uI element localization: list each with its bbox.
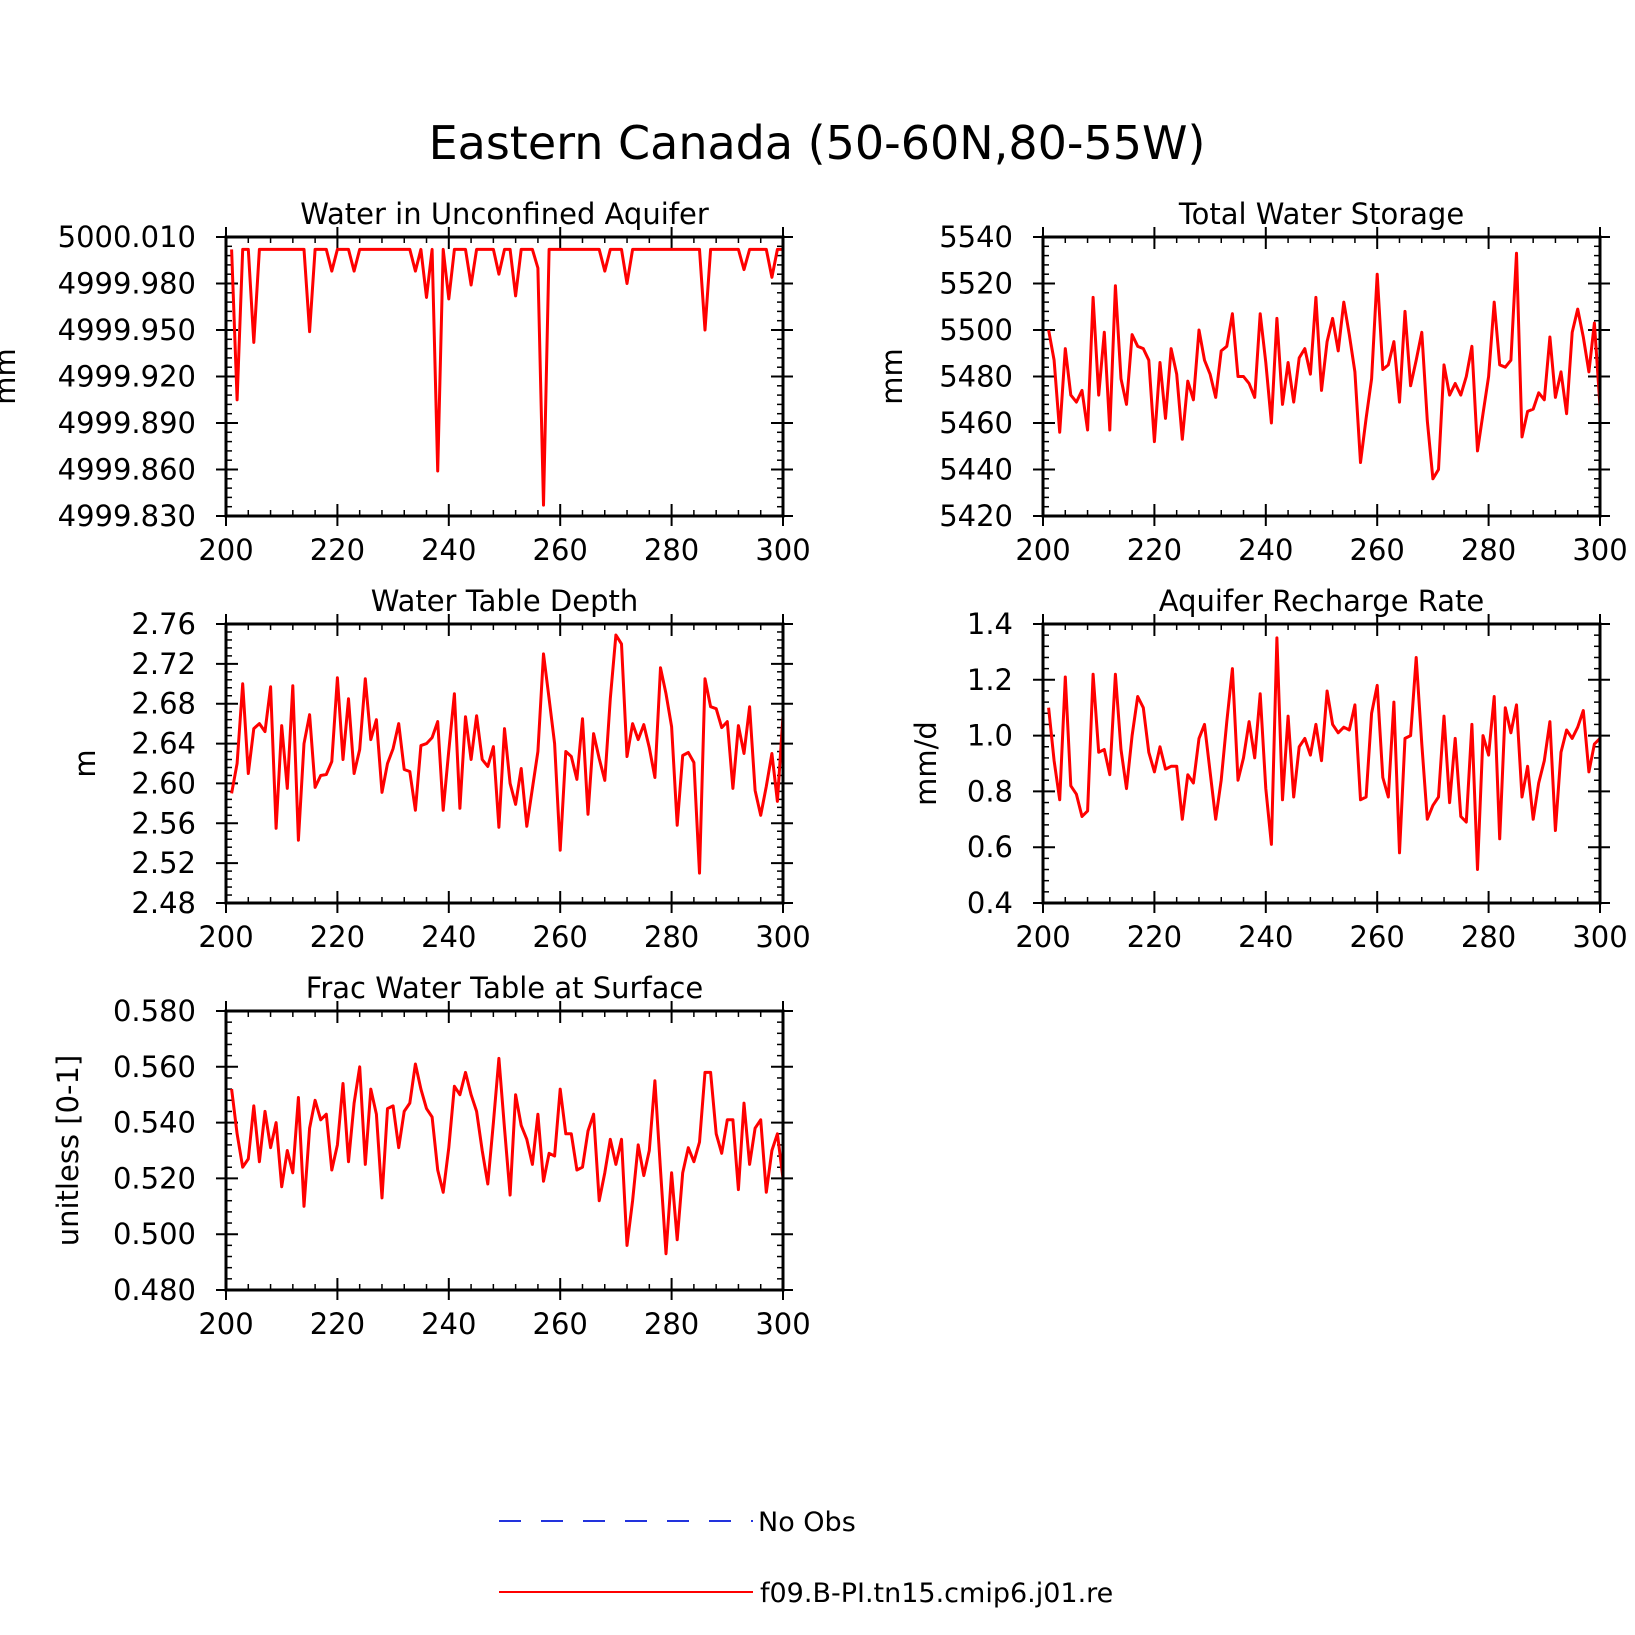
- x-tick-label: 300: [755, 920, 810, 954]
- x-tick-label: 200: [1015, 920, 1070, 954]
- y-tick-label: 2.72: [131, 647, 196, 681]
- x-tick-label: 240: [1238, 533, 1293, 567]
- x-tick-label: 260: [1350, 920, 1405, 954]
- series-line: [230, 1056, 785, 1256]
- figure-title: Eastern Canada (50-60N,80-55W): [429, 116, 1206, 170]
- x-tick-label: 300: [1572, 920, 1627, 954]
- panel-title: Aquifer Recharge Rate: [1159, 584, 1485, 618]
- x-tick-label: 280: [1461, 533, 1516, 567]
- panel-2: Total Water Storage mm 200 220 240 260 280 300 5…: [875, 197, 1628, 567]
- y-axis-label: m: [68, 749, 102, 777]
- panel-4: Aquifer Recharge Rate mm/d 200 220 240 260 280…: [909, 584, 1628, 954]
- legend: No Obs f09.B-PI.tn15.cmip6.j01.re: [499, 1507, 1113, 1609]
- series-line: [230, 247, 783, 507]
- x-tick-label: 200: [198, 920, 253, 954]
- x-tick-label: 200: [1015, 533, 1070, 567]
- x-tick-label: 300: [755, 1307, 810, 1341]
- legend-label-no-obs: No Obs: [758, 1507, 856, 1538]
- y-tick-label: 0.6: [967, 830, 1013, 864]
- y-tick-label: 5000.010: [58, 220, 196, 254]
- x-tick-label: 260: [533, 920, 588, 954]
- y-tick-label: 4999.920: [58, 360, 196, 394]
- x-tick-label: 220: [310, 920, 365, 954]
- panel-title: Total Water Storage: [1178, 197, 1464, 231]
- plot-frame: [224, 622, 785, 905]
- y-tick-label: 4999.890: [58, 406, 196, 440]
- y-tick-label: 2.68: [131, 687, 196, 721]
- x-tick-label: 200: [198, 533, 253, 567]
- y-axis-label: mm: [0, 348, 22, 405]
- y-tick-label: 0.8: [967, 774, 1013, 808]
- y-tick-label: 0.520: [113, 1161, 196, 1195]
- y-tick-label: 1.0: [967, 719, 1013, 753]
- panel-title: Water Table Depth: [371, 584, 639, 618]
- plot-frame: [224, 235, 785, 518]
- y-tick-label: 2.76: [131, 607, 196, 641]
- y-tick-label: 4999.860: [58, 453, 196, 487]
- x-tick-label: 220: [1127, 920, 1182, 954]
- x-tick-label: 200: [198, 1307, 253, 1341]
- series-line: [1047, 251, 1602, 481]
- x-tick-label: 300: [1572, 533, 1627, 567]
- y-tick-label: 0.580: [113, 994, 196, 1028]
- x-tick-label: 240: [421, 920, 476, 954]
- y-tick-label: 5480: [939, 360, 1013, 394]
- x-tick-label: 220: [310, 533, 365, 567]
- panel-1: Water in Unconfined Aquifer mm 200 220 240 26…: [0, 197, 811, 567]
- x-tick-label: 240: [421, 533, 476, 567]
- y-tick-label: 0.480: [113, 1273, 196, 1307]
- y-tick-label: 0.540: [113, 1106, 196, 1140]
- x-tick-label: 260: [533, 1307, 588, 1341]
- y-tick-label: 1.2: [967, 663, 1013, 697]
- y-tick-label: 0.4: [967, 886, 1013, 920]
- panel-title: Water in Unconfined Aquifer: [300, 197, 709, 231]
- x-tick-label: 220: [310, 1307, 365, 1341]
- plot-frame: [224, 1009, 785, 1292]
- y-tick-label: 2.52: [131, 846, 196, 880]
- x-tick-label: 300: [755, 533, 810, 567]
- x-tick-label: 240: [1238, 920, 1293, 954]
- y-tick-label: 2.60: [131, 766, 196, 800]
- y-tick-label: 2.64: [131, 727, 196, 761]
- y-axis-label: mm/d: [909, 721, 943, 806]
- y-tick-label: 4999.830: [58, 499, 196, 533]
- y-axis-label: unitless [0-1]: [51, 1055, 85, 1247]
- y-tick-label: 2.48: [131, 886, 196, 920]
- y-tick-label: 5460: [939, 406, 1013, 440]
- panel-title: Frac Water Table at Surface: [306, 971, 703, 1005]
- y-tick-label: 0.560: [113, 1050, 196, 1084]
- x-tick-label: 280: [644, 533, 699, 567]
- y-tick-label: 0.500: [113, 1217, 196, 1251]
- x-tick-label: 240: [421, 1307, 476, 1341]
- x-tick-label: 220: [1127, 533, 1182, 567]
- x-tick-label: 260: [1350, 533, 1405, 567]
- x-tick-label: 280: [644, 920, 699, 954]
- legend-item-no-obs: No Obs: [499, 1507, 856, 1538]
- series-line: [230, 633, 785, 875]
- y-tick-label: 5420: [939, 499, 1013, 533]
- y-tick-label: 5500: [939, 313, 1013, 347]
- y-tick-label: 4999.950: [58, 313, 196, 347]
- y-tick-label: 5520: [939, 267, 1013, 301]
- y-tick-label: 4999.980: [58, 267, 196, 301]
- x-tick-label: 280: [644, 1307, 699, 1341]
- legend-item-model-run: f09.B-PI.tn15.cmip6.j01.re: [499, 1578, 1113, 1609]
- panel-5: Frac Water Table at Surface unitless [0-1…: [51, 971, 811, 1341]
- y-tick-label: 1.4: [967, 607, 1013, 641]
- chart-panels: Water in Unconfined Aquifer mm 200 220 240 26…: [0, 197, 1628, 1341]
- panel-3: Water Table Depth m 200 220 240 260 280 300 2.76…: [68, 584, 811, 954]
- plot-frame: [1041, 235, 1602, 518]
- plot-frame: [1041, 622, 1602, 905]
- x-tick-label: 280: [1461, 920, 1516, 954]
- y-tick-label: 2.56: [131, 806, 196, 840]
- y-tick-label: 5440: [939, 453, 1013, 487]
- x-tick-label: 260: [533, 533, 588, 567]
- y-axis-label: mm: [875, 348, 909, 405]
- legend-label-model-run: f09.B-PI.tn15.cmip6.j01.re: [760, 1578, 1113, 1609]
- y-tick-label: 5540: [939, 220, 1013, 254]
- series-line: [1047, 636, 1602, 871]
